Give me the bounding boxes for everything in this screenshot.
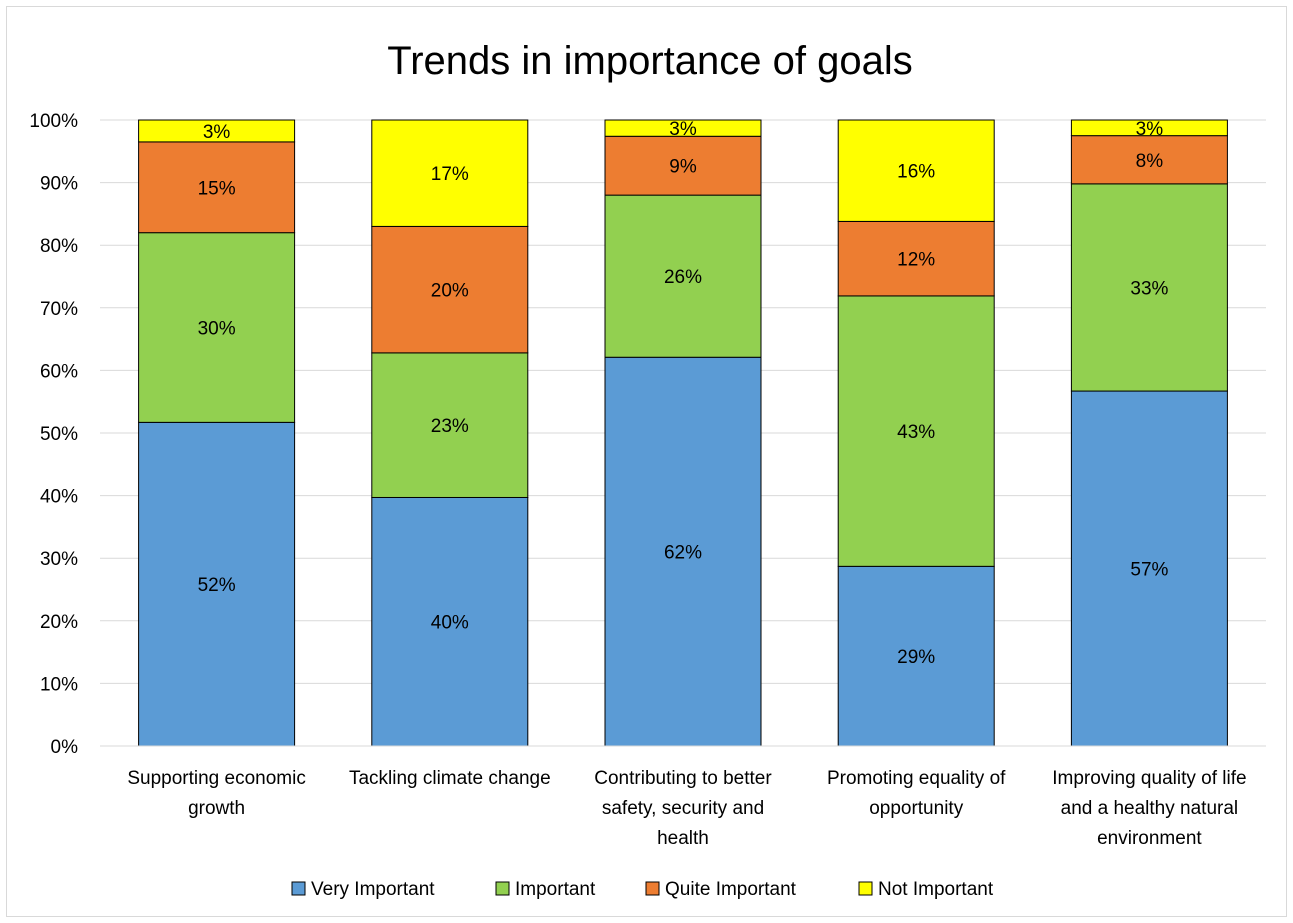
legend-item: Important [495, 879, 596, 900]
y-tick-label: 80% [40, 236, 78, 257]
data-label: 33% [1130, 278, 1168, 299]
bar-segment [1070, 183, 1228, 392]
data-label: 9% [669, 157, 697, 178]
category-label: Promoting equality of opportunity [827, 768, 1006, 819]
category-label: Improving quality of life and a healthy n… [1052, 768, 1246, 849]
y-tick-label: 20% [40, 612, 78, 633]
data-label: 57% [1130, 560, 1168, 581]
legend-label: Important [515, 879, 596, 900]
bar-segment [138, 141, 296, 234]
legend-item: Very Important [291, 879, 435, 900]
legend-label: Quite Important [665, 879, 797, 900]
data-labels: 52% 30% 15% 3% 40% 23% 20% 17% 62% 26% 9% 3% 29% 43% 1… [198, 119, 1169, 668]
y-tick-label: 10% [40, 674, 78, 695]
legend-swatch [645, 881, 660, 896]
y-tick-label: 30% [40, 549, 78, 570]
legend-swatch [291, 881, 306, 896]
bar-segment [837, 565, 995, 747]
data-label: 3% [1136, 119, 1164, 140]
data-label: 3% [669, 119, 697, 140]
bar-segment [371, 225, 529, 354]
data-label: 62% [664, 543, 702, 564]
bar-segment [837, 220, 995, 297]
data-label: 3% [203, 122, 231, 143]
category-label: Contributing to better safety, security a… [594, 768, 772, 849]
data-label: 16% [897, 162, 935, 183]
legend-item: Quite Important [645, 879, 797, 900]
bar-segment [837, 119, 995, 222]
bar-segment [604, 119, 762, 137]
data-label: 52% [198, 575, 236, 596]
bar-segment [1070, 119, 1228, 137]
data-label: 43% [897, 422, 935, 443]
bar-segment [837, 295, 995, 567]
category-labels: Supporting economic growth Tackling climat… [127, 768, 1246, 849]
y-tick-label: 70% [40, 299, 78, 320]
category-label: Supporting economic growth [127, 768, 306, 819]
legend-swatch [495, 881, 510, 896]
y-tick-label: 100% [29, 111, 78, 132]
legend-swatch [858, 881, 873, 896]
y-tick-label: 0% [51, 737, 79, 758]
bar-segment [138, 421, 296, 747]
bars [138, 119, 1228, 747]
data-label: 29% [897, 647, 935, 668]
y-tick-label: 60% [40, 361, 78, 382]
y-tick-label: 40% [40, 487, 78, 508]
chart-title: Trends in importance of goals [387, 39, 912, 83]
legend-label: Not Important [878, 879, 994, 900]
bar-segment [604, 356, 762, 747]
legend-item: Not Important [858, 879, 994, 900]
category-label: Tackling climate change [349, 768, 551, 789]
bar-segment [371, 496, 529, 747]
y-tick-label: 90% [40, 174, 78, 195]
data-label: 12% [897, 250, 935, 271]
data-label: 23% [431, 416, 469, 437]
bar-segment [1070, 390, 1228, 747]
legend: Very Important Important Quite Important No… [291, 879, 994, 900]
bar-segment [371, 352, 529, 498]
data-label: 30% [198, 319, 236, 340]
data-label: 15% [198, 178, 236, 199]
bar-segment [138, 232, 296, 423]
data-label: 17% [431, 164, 469, 185]
y-tick-label: 50% [40, 424, 78, 445]
legend-label: Very Important [311, 879, 435, 900]
data-label: 40% [431, 613, 469, 634]
bar-segment [371, 119, 529, 227]
data-label: 20% [431, 281, 469, 302]
bar-segment [604, 194, 762, 358]
data-label: 8% [1136, 151, 1164, 172]
data-label: 26% [664, 267, 702, 288]
bar-segment [138, 119, 296, 143]
y-axis-tick-labels: 0% 10% 20% 30% 40% 50% 60% 70% 80% 90% 100% [29, 111, 78, 758]
